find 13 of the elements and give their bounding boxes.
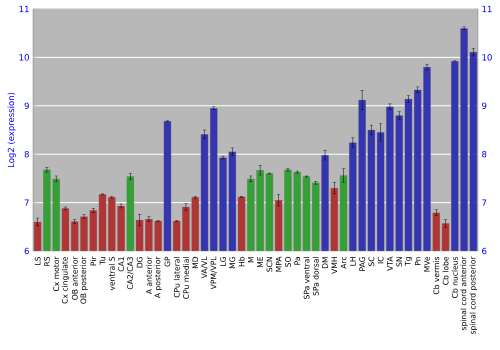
y2-tick-label: 11 [482, 6, 492, 12]
y-tick-label: 8 [24, 150, 29, 158]
y-tick-label: 9 [24, 102, 29, 110]
y2-tick-label: 7 [482, 199, 486, 206]
y-tick-label: 6 [24, 248, 29, 254]
y-axis-title: Log2 (expression) [8, 92, 16, 168]
y2-tick-label: 8 [482, 150, 486, 158]
y-tick-label: 7 [24, 199, 29, 206]
y2-tick-label: 9 [482, 102, 486, 110]
y-tick-label: 11 [20, 6, 29, 12]
y2-tick-label: 6 [482, 248, 486, 254]
y2-tick-label: 10 [482, 54, 492, 61]
y-tick-label: 10 [20, 54, 29, 61]
